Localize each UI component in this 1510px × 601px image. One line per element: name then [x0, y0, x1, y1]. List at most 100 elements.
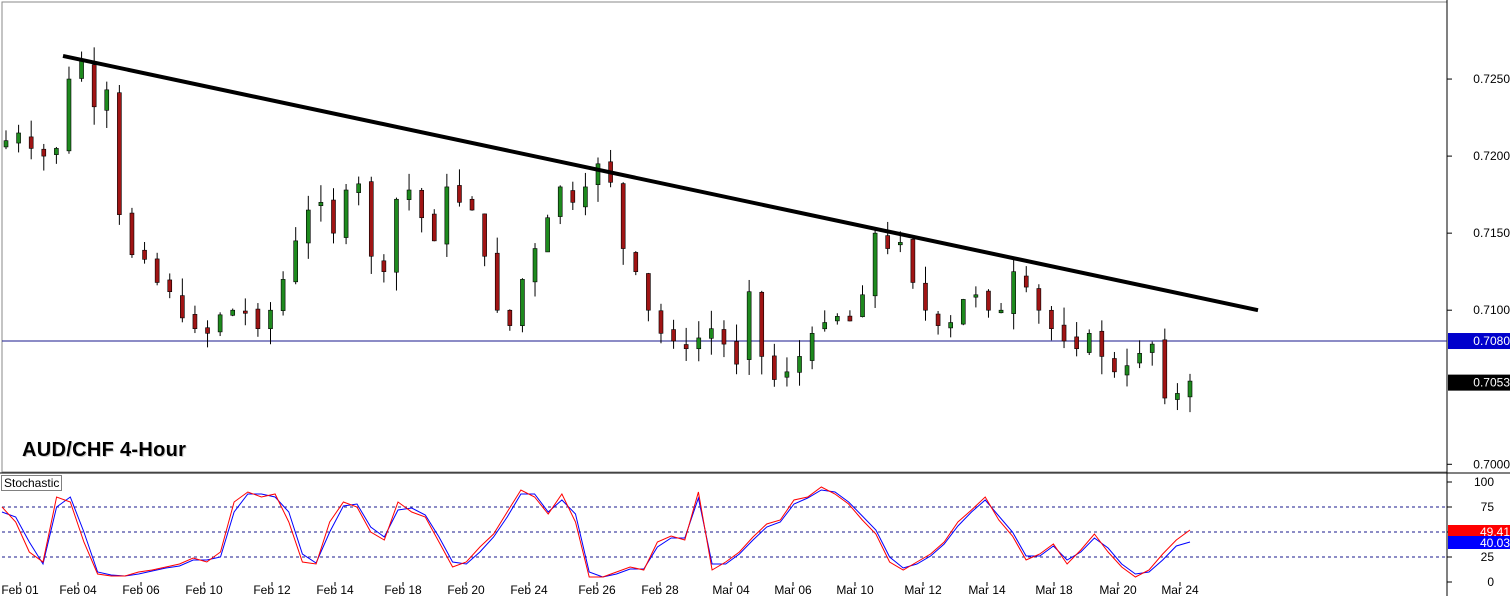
price-axis-label: 0.7150: [1473, 226, 1510, 240]
candle-body: [532, 248, 538, 283]
candle-body: [809, 333, 815, 361]
candle-body: [620, 183, 626, 249]
candle-body: [633, 252, 639, 272]
candle-body: [16, 132, 21, 144]
candle-body: [772, 355, 777, 380]
stoch-value-box: [1448, 536, 1510, 549]
candle-body: [860, 294, 865, 318]
x-axis-label: Feb 01: [1, 583, 39, 596]
candle-body: [457, 185, 462, 203]
candle-body: [368, 181, 374, 257]
candle-body: [230, 309, 236, 316]
candle-body: [570, 190, 576, 203]
price-axis-label: 0.7200: [1473, 149, 1510, 163]
candle-body: [746, 291, 752, 360]
candle-body: [784, 371, 790, 378]
candle-body: [595, 163, 601, 186]
candle-body: [910, 239, 916, 283]
candle-body: [154, 258, 160, 283]
candle-body: [646, 273, 651, 311]
stoch-value-box: [1448, 525, 1510, 538]
candle-body: [797, 356, 802, 373]
candle-body: [331, 199, 336, 234]
x-axis-label: Mar 06: [774, 583, 812, 596]
candle-body: [394, 198, 399, 273]
candle-body: [973, 294, 979, 298]
candle-body: [79, 60, 84, 79]
candle-body: [54, 148, 59, 155]
candle-body: [1074, 336, 1079, 350]
candle-body: [280, 279, 286, 311]
candle-body: [217, 314, 223, 333]
candle-body: [835, 316, 840, 322]
candle-body: [343, 189, 349, 238]
price-label-box: [1448, 374, 1510, 391]
x-axis-label: Feb 24: [510, 583, 548, 596]
candle-body: [721, 329, 727, 345]
stoch-value-label: 40.03: [1480, 536, 1510, 550]
candle-body: [318, 202, 324, 207]
stoch-axis-label: 75: [1481, 500, 1495, 514]
candle-body: [117, 92, 122, 215]
x-axis-label: Feb 10: [185, 583, 223, 596]
candle-body: [885, 235, 891, 249]
x-axis-label: Mar 04: [712, 583, 750, 596]
candle-body: [268, 309, 273, 330]
candle-body: [1162, 339, 1168, 399]
x-axis-label: Feb 12: [253, 583, 291, 596]
x-axis-label: Mar 10: [836, 583, 874, 596]
candle-body: [293, 240, 299, 283]
price-panel-frame: [1, 1, 1448, 473]
stoch-axis-label: 0: [1487, 575, 1494, 589]
candle-body: [520, 279, 525, 327]
x-axis-label: Feb 28: [641, 583, 679, 596]
candle-body: [356, 183, 361, 193]
candle-body: [583, 186, 588, 208]
candle-body: [255, 308, 261, 329]
candle-body: [167, 279, 173, 293]
candle-body: [406, 189, 412, 200]
candle-body: [696, 337, 702, 350]
resistance-trendline: [62, 53, 1259, 313]
price-label-value: 0.7053: [1473, 376, 1510, 390]
candle-body: [431, 213, 437, 242]
candle-body: [180, 295, 185, 319]
candle-body: [1036, 288, 1042, 311]
stoch-value-label: 49.41: [1480, 525, 1510, 539]
stochastic-label: Stochastic: [1, 475, 63, 491]
x-axis-label: Mar 12: [904, 583, 942, 596]
candle-body: [1149, 343, 1155, 353]
candle-body: [28, 136, 34, 149]
candle-body: [960, 299, 966, 325]
candle-body: [469, 198, 475, 211]
candle-body: [381, 260, 387, 272]
x-axis-label: Mar 14: [968, 583, 1006, 596]
candle-body: [66, 78, 72, 152]
candle-body: [142, 249, 147, 260]
candle-body: [986, 290, 991, 311]
candle-body: [872, 232, 878, 297]
price-axis-label: 0.7000: [1473, 457, 1510, 471]
x-axis-label: Feb 26: [578, 583, 616, 596]
candle-body: [658, 310, 664, 334]
price-axis-label: 0.7100: [1473, 303, 1510, 317]
stoch-axis-label: 25: [1481, 550, 1495, 564]
candle-body: [1099, 330, 1105, 357]
candle-body: [709, 328, 714, 339]
candle-body: [671, 329, 676, 342]
candle-body: [91, 64, 97, 108]
price-label-box: [1448, 333, 1510, 350]
candle-body: [734, 341, 739, 365]
candle-body: [1175, 393, 1180, 400]
candle-body: [545, 217, 550, 253]
x-axis-label: Mar 18: [1035, 583, 1073, 596]
candle-body: [205, 327, 210, 334]
candle-body: [104, 89, 110, 111]
candle-body: [759, 291, 765, 357]
candle-body: [1049, 309, 1054, 329]
x-axis-label: Feb 06: [122, 583, 160, 596]
candle-body: [683, 344, 689, 350]
candle-body: [1011, 271, 1016, 314]
candle-body: [847, 315, 853, 322]
candle-body: [822, 322, 828, 330]
